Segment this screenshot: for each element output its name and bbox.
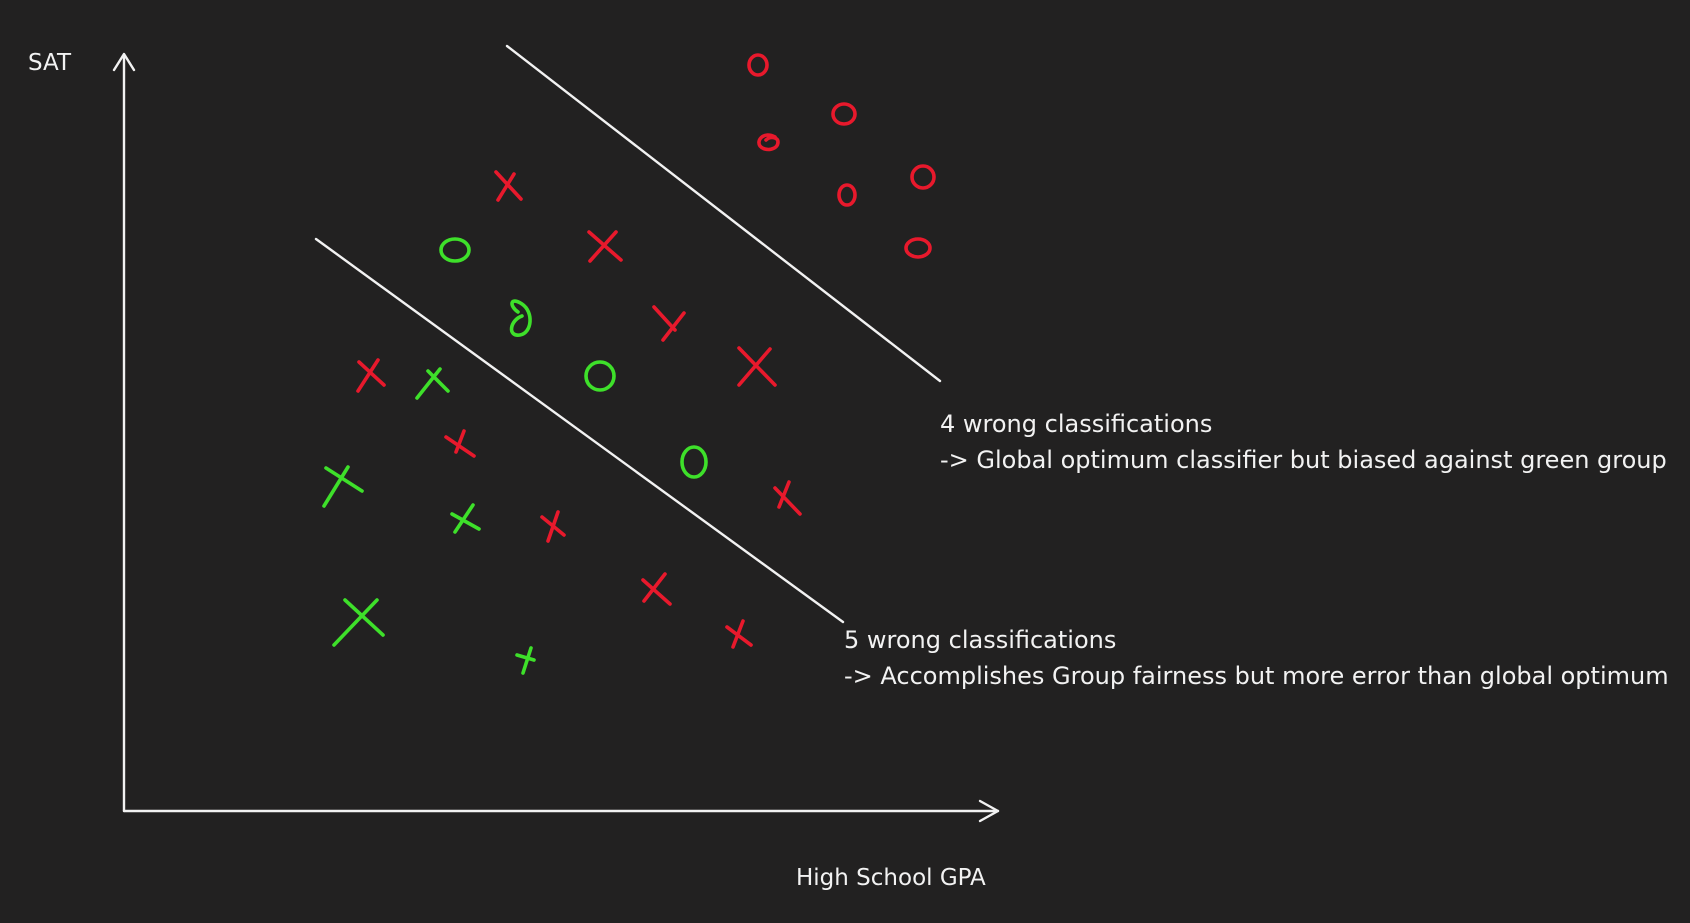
red-cross-marker — [494, 170, 523, 202]
global-optimum-description: -> Global optimum classifier but biased … — [940, 446, 1667, 474]
group-fair-boundary — [314, 237, 845, 624]
red-circle-marker — [910, 164, 936, 190]
green-cross-marker — [322, 465, 364, 508]
red-circle-marker — [757, 133, 780, 152]
red-cross-marker — [652, 305, 686, 342]
green-cross-marker — [515, 646, 536, 675]
green-cross-markers — [322, 367, 536, 675]
red-cross-marker — [587, 230, 623, 263]
red-circle-marker — [837, 183, 857, 207]
red-cross-marker — [737, 346, 777, 387]
y-axis-arrowhead-icon — [112, 52, 136, 72]
red-cross-marker — [641, 572, 672, 606]
red-cross-marker — [540, 510, 566, 543]
green-cross-marker — [415, 367, 450, 400]
green-cross-marker — [332, 598, 385, 647]
group-fair-description: -> Accomplishes Group fairness but more … — [844, 662, 1669, 690]
red-cross-marker — [773, 480, 802, 516]
red-cross-markers — [356, 170, 802, 649]
green-circle-marker — [680, 445, 708, 479]
green-circle-marker — [439, 237, 471, 263]
x-axis-label: High School GPA — [796, 865, 986, 891]
green-circle-marker — [584, 360, 616, 392]
x-axis-arrowhead-icon — [978, 799, 1000, 823]
green-cross-marker — [450, 503, 481, 534]
global-optimum-annotation: 4 wrong classifications -> Global optimu… — [940, 406, 1667, 478]
red-circle-marker — [904, 237, 932, 259]
group-fair-annotation: 5 wrong classifications -> Accomplishes … — [844, 622, 1669, 694]
red-circle-markers — [747, 53, 936, 259]
red-cross-marker — [444, 429, 476, 458]
red-circle-marker — [747, 53, 769, 77]
global-optimum-boundary — [505, 44, 942, 383]
green-circle-marker — [509, 299, 532, 337]
red-circle-marker — [831, 102, 857, 126]
y-axis-label: SAT — [28, 50, 72, 76]
green-circle-markers — [439, 237, 708, 479]
red-cross-marker — [356, 358, 386, 393]
group-fair-error-count: 5 wrong classifications — [844, 626, 1117, 654]
red-cross-marker — [725, 619, 753, 649]
global-optimum-error-count: 4 wrong classifications — [940, 410, 1213, 438]
